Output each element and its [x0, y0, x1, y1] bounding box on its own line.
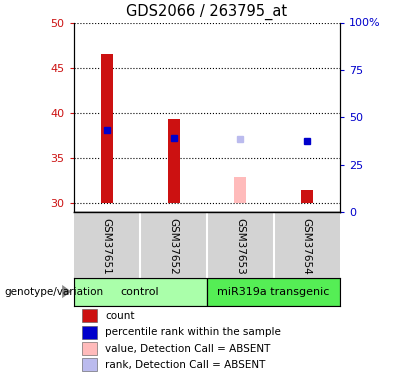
Text: control: control	[121, 286, 160, 297]
Text: GSM37651: GSM37651	[102, 218, 112, 275]
Bar	[301, 190, 313, 203]
Text: count: count	[105, 311, 135, 321]
Bar	[82, 342, 97, 355]
Bar	[101, 54, 113, 203]
Title: GDS2066 / 263795_at: GDS2066 / 263795_at	[126, 3, 287, 20]
Bar	[82, 309, 97, 322]
Text: percentile rank within the sample: percentile rank within the sample	[105, 327, 281, 337]
Bar	[74, 278, 207, 306]
Text: value, Detection Call = ABSENT: value, Detection Call = ABSENT	[105, 344, 271, 354]
Text: GSM37654: GSM37654	[302, 218, 312, 275]
Bar	[82, 358, 97, 372]
Bar	[168, 119, 179, 203]
Text: GSM37653: GSM37653	[235, 218, 245, 275]
Text: miR319a transgenic: miR319a transgenic	[217, 286, 330, 297]
Text: genotype/variation: genotype/variation	[4, 286, 103, 297]
Text: GSM37652: GSM37652	[168, 218, 178, 275]
Bar	[234, 177, 246, 203]
Bar	[207, 278, 340, 306]
Bar	[82, 326, 97, 339]
Polygon shape	[62, 285, 71, 298]
Text: rank, Detection Call = ABSENT: rank, Detection Call = ABSENT	[105, 360, 266, 370]
